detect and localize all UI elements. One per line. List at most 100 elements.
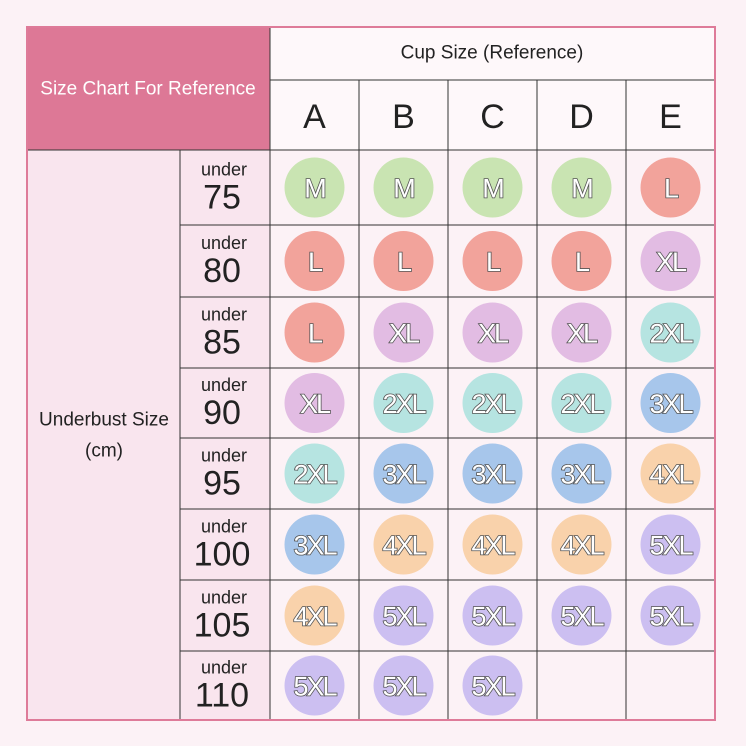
size-label: 5XL <box>649 531 693 561</box>
row-prefix: under <box>201 375 247 395</box>
size-label: L <box>397 247 412 277</box>
column-header: Cup Size (Reference) <box>401 43 584 64</box>
size-badge <box>462 655 523 716</box>
size-label: 2XL <box>382 389 426 419</box>
size-badge <box>284 302 345 363</box>
size-badge <box>373 157 434 218</box>
size-label: 5XL <box>293 672 337 702</box>
row-header: Underbust Size <box>39 410 169 431</box>
row-prefix: under <box>201 588 247 608</box>
size-badge <box>640 373 701 433</box>
size-badge <box>462 443 523 504</box>
size-badge <box>373 302 434 363</box>
size-label: 4XL <box>471 531 515 561</box>
row-prefix: under <box>201 305 247 325</box>
row-value: 85 <box>203 324 241 362</box>
row-value: 75 <box>203 179 241 217</box>
column-label: D <box>569 98 594 136</box>
size-label: 2XL <box>293 460 337 490</box>
size-label: XL <box>656 247 687 277</box>
size-badge <box>373 655 434 716</box>
size-badge <box>373 231 434 291</box>
size-label: 3XL <box>382 460 426 490</box>
size-label: 5XL <box>649 602 693 632</box>
size-badge <box>551 231 612 291</box>
size-label: 5XL <box>560 602 604 632</box>
size-label: M <box>304 174 325 204</box>
size-badge <box>551 373 612 433</box>
size-label: L <box>308 247 323 277</box>
size-badge <box>551 443 612 504</box>
size-badge <box>284 585 345 646</box>
column-label: A <box>303 98 326 136</box>
size-label: 2XL <box>560 389 604 419</box>
size-badge <box>551 514 612 575</box>
size-badge <box>284 443 345 504</box>
size-badge <box>373 585 434 646</box>
size-badge <box>284 373 345 433</box>
size-badge <box>462 514 523 575</box>
size-label: M <box>482 174 503 204</box>
size-label: L <box>664 174 679 204</box>
size-badge <box>640 302 701 363</box>
row-value: 90 <box>203 394 241 432</box>
row-prefix: under <box>201 446 247 466</box>
column-header-area <box>270 27 715 150</box>
size-badge <box>462 302 523 363</box>
size-label: L <box>486 247 501 277</box>
size-label: 3XL <box>471 460 515 490</box>
size-badge <box>640 157 701 218</box>
title-block <box>27 27 270 150</box>
row-value: 95 <box>203 465 241 503</box>
size-label: 5XL <box>471 602 515 632</box>
size-label: 5XL <box>471 672 515 702</box>
size-label: XL <box>567 319 598 349</box>
size-badge <box>284 231 345 291</box>
title: Size Chart For Reference <box>40 79 255 100</box>
size-label: 2XL <box>471 389 515 419</box>
size-label: 5XL <box>382 602 426 632</box>
size-label: 3XL <box>293 531 337 561</box>
size-badge <box>373 514 434 575</box>
size-badge <box>640 585 701 646</box>
size-label: 4XL <box>382 531 426 561</box>
column-label: C <box>480 98 505 136</box>
size-badge <box>462 157 523 218</box>
row-header-area <box>27 150 270 720</box>
size-label: 3XL <box>560 460 604 490</box>
size-label: XL <box>300 389 331 419</box>
size-badge <box>640 514 701 575</box>
row-value: 110 <box>195 677 249 715</box>
size-badge <box>462 373 523 433</box>
size-badge <box>551 157 612 218</box>
size-label: 3XL <box>649 389 693 419</box>
row-value: 80 <box>203 252 241 290</box>
row-prefix: under <box>201 658 247 678</box>
size-label: M <box>571 174 592 204</box>
size-badge <box>284 157 345 218</box>
row-prefix: under <box>201 517 247 537</box>
size-label: L <box>575 247 590 277</box>
size-label: 2XL <box>649 319 693 349</box>
size-badge <box>284 655 345 716</box>
row-header: (cm) <box>85 441 123 462</box>
row-value: 100 <box>194 536 251 574</box>
row-prefix: under <box>201 233 247 253</box>
size-label: 5XL <box>382 672 426 702</box>
outer-border <box>26 26 716 721</box>
size-label: M <box>393 174 414 204</box>
size-badge <box>462 231 523 291</box>
size-badge <box>640 443 701 504</box>
column-label: E <box>659 98 682 136</box>
size-label: 4XL <box>293 602 337 632</box>
size-label: 4XL <box>560 531 604 561</box>
size-label: XL <box>478 319 509 349</box>
size-badge <box>284 514 345 575</box>
size-badge <box>373 373 434 433</box>
size-badge <box>551 585 612 646</box>
size-label: XL <box>389 319 420 349</box>
row-value: 105 <box>194 607 251 645</box>
size-badge <box>462 585 523 646</box>
size-badge <box>373 443 434 504</box>
